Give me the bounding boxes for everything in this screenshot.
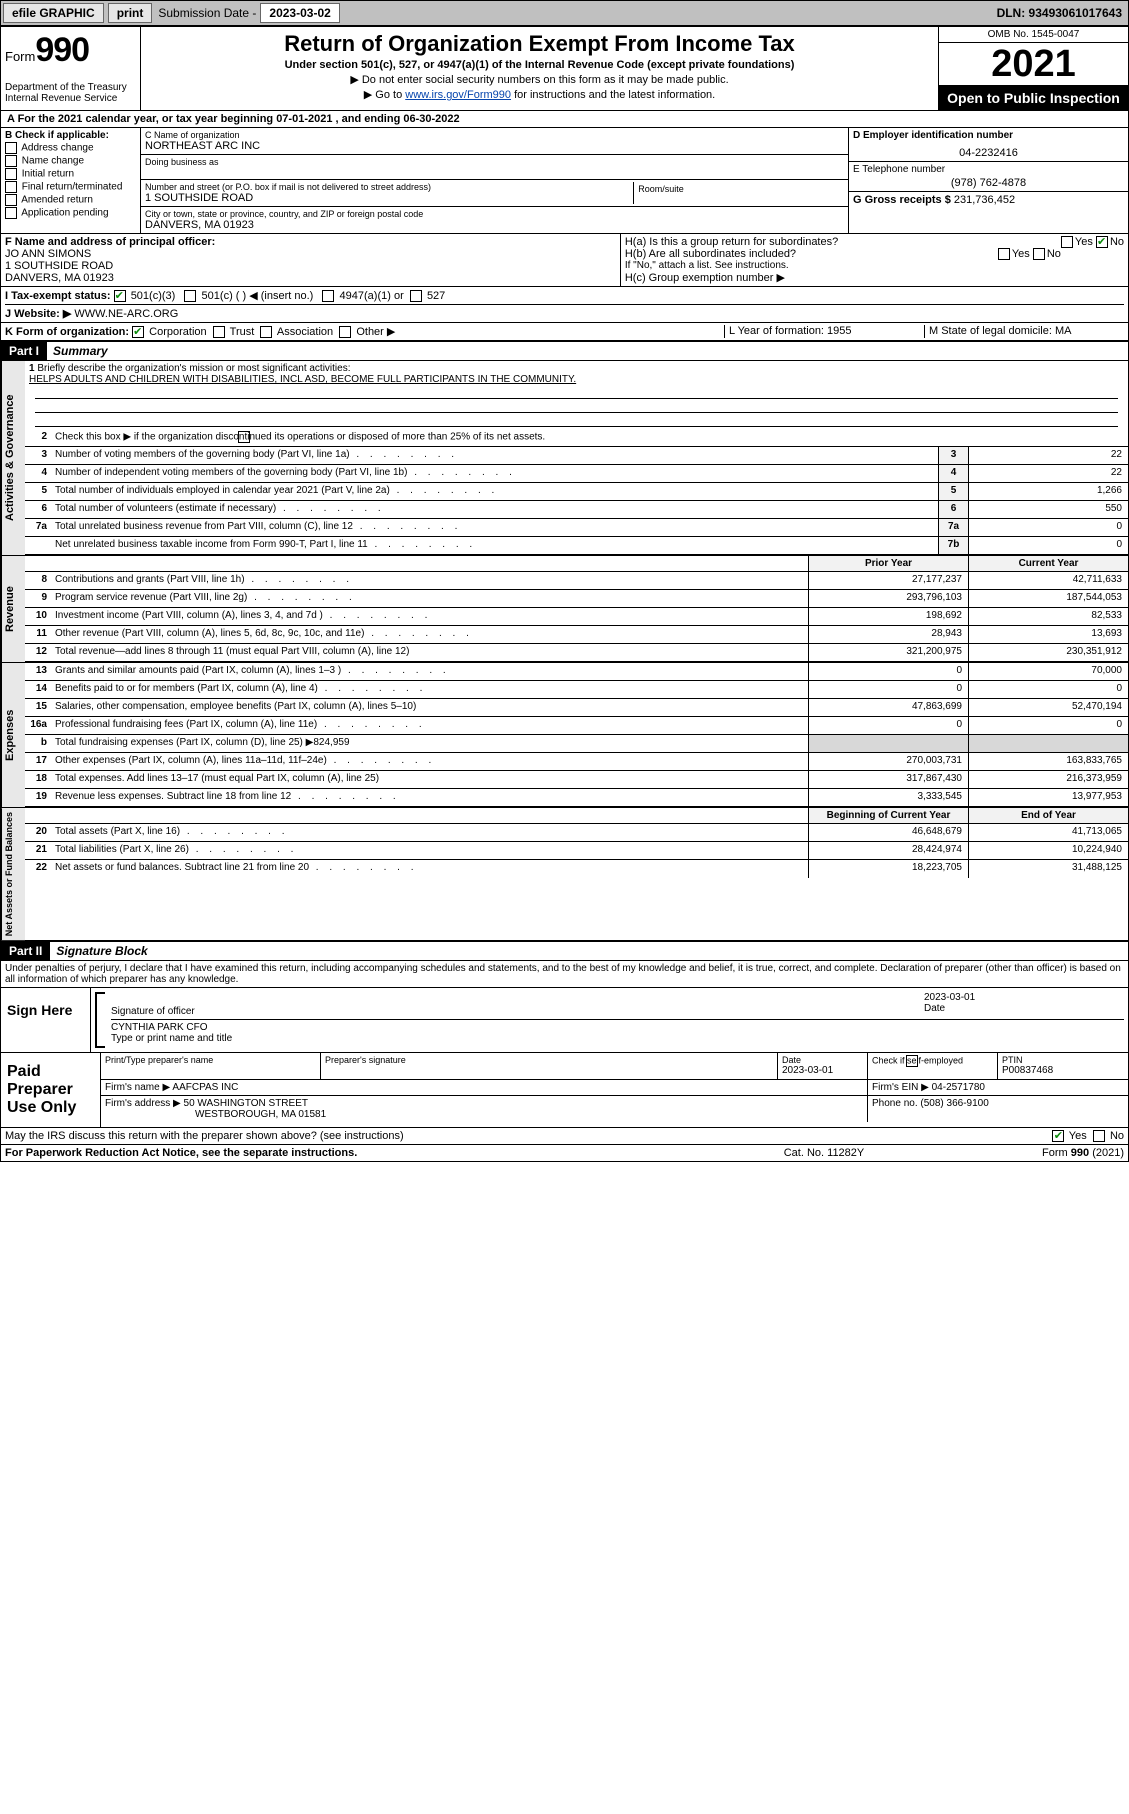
l6-value: 550 [968, 501, 1128, 518]
submission-date-value: 2023-03-02 [260, 3, 339, 23]
form-title: Return of Organization Exempt From Incom… [147, 31, 932, 57]
bracket-icon [95, 992, 105, 1048]
firm-phone: (508) 366-9100 [920, 1098, 988, 1109]
501c3-checkbox[interactable] [114, 290, 126, 302]
form-word: Form [5, 49, 35, 64]
l7a-value: 0 [968, 519, 1128, 536]
ein-value: 04-2232416 [853, 147, 1124, 159]
final-return-checkbox[interactable] [5, 181, 17, 193]
section-revenue: Revenue Prior YearCurrent Year 8Contribu… [0, 555, 1129, 662]
form-header: Form990 Department of the Treasury Inter… [0, 26, 1129, 111]
ha-no-checkbox[interactable] [1096, 236, 1108, 248]
hb-yes-checkbox[interactable] [998, 248, 1010, 260]
efile-button[interactable]: efile GRAPHIC [3, 3, 104, 23]
org-name: NORTHEAST ARC INC [145, 140, 844, 152]
firm-name: AAFCPAS INC [172, 1082, 238, 1093]
tab-net-assets: Net Assets or Fund Balances [1, 808, 25, 940]
part1-header: Part I Summary [0, 341, 1129, 361]
hb-no-checkbox[interactable] [1033, 248, 1045, 260]
instruction-1: ▶ Do not enter social security numbers o… [147, 73, 932, 86]
name-change-checkbox[interactable] [5, 155, 17, 167]
state-domicile: M State of legal domicile: MA [924, 325, 1124, 338]
col-beginning: Beginning of Current Year [808, 808, 968, 823]
ptin-value: P00837468 [1002, 1065, 1124, 1076]
section-net-assets: Net Assets or Fund Balances Beginning of… [0, 807, 1129, 941]
col-prior-year: Prior Year [808, 556, 968, 571]
line-1: 1 Briefly describe the organization's mi… [25, 361, 1128, 429]
print-button[interactable]: print [108, 3, 153, 23]
may-discuss-row: May the IRS discuss this return with the… [0, 1128, 1129, 1145]
l4-value: 22 [968, 465, 1128, 482]
col-c-org-info: C Name of organizationNORTHEAST ARC INC … [141, 128, 848, 233]
sign-here-block: Sign Here Signature of officer 2023-03-0… [0, 988, 1129, 1053]
tab-expenses: Expenses [1, 663, 25, 807]
block-bcd: B Check if applicable: Address change Na… [0, 128, 1129, 234]
top-toolbar: efile GRAPHIC print Submission Date - 20… [0, 0, 1129, 26]
submission-date-label: Submission Date - [158, 6, 256, 20]
officer-name: JO ANN SIMONS [5, 248, 616, 260]
dept-label: Department of the Treasury Internal Reve… [5, 82, 136, 104]
l7b-value: 0 [968, 537, 1128, 554]
address-change-checkbox[interactable] [5, 142, 17, 154]
penalties-statement: Under penalties of perjury, I declare th… [0, 961, 1129, 988]
part2-header: Part II Signature Block [0, 941, 1129, 961]
ha-yes-checkbox[interactable] [1061, 236, 1073, 248]
col-end: End of Year [968, 808, 1128, 823]
corp-checkbox[interactable] [132, 326, 144, 338]
form-subtitle: Under section 501(c), 527, or 4947(a)(1)… [147, 59, 932, 71]
line2-checkbox[interactable] [238, 431, 250, 443]
tax-year: 2021 [939, 43, 1128, 86]
amended-return-checkbox[interactable] [5, 194, 17, 206]
website-value: WWW.NE-ARC.ORG [74, 308, 178, 320]
instruction-2: ▶ Go to www.irs.gov/Form990 for instruct… [147, 88, 932, 101]
section-activities: Activities & Governance 1 Briefly descri… [0, 361, 1129, 555]
form-number: 990 [35, 31, 89, 69]
tab-activities: Activities & Governance [1, 361, 25, 555]
col-d-numbers: D Employer identification number04-22324… [848, 128, 1128, 233]
may-yes-checkbox[interactable] [1052, 1130, 1064, 1142]
firm-ein: 04-2571780 [932, 1082, 985, 1093]
4947-checkbox[interactable] [322, 290, 334, 302]
assoc-checkbox[interactable] [260, 326, 272, 338]
initial-return-checkbox[interactable] [5, 168, 17, 180]
application-pending-checkbox[interactable] [5, 207, 17, 219]
org-city: DANVERS, MA 01923 [145, 219, 844, 231]
telephone-value: (978) 762-4878 [853, 177, 1124, 189]
l3-value: 22 [968, 447, 1128, 464]
officer-sign-name: CYNTHIA PARK CFO [111, 1022, 1124, 1033]
col-b-checkboxes: B Check if applicable: Address change Na… [1, 128, 141, 233]
block-ij: I Tax-exempt status: 501(c)(3) 501(c) ( … [0, 287, 1129, 323]
org-street: 1 SOUTHSIDE ROAD [145, 192, 633, 204]
block-fh: F Name and address of principal officer:… [0, 234, 1129, 287]
inspection-badge: Open to Public Inspection [939, 86, 1128, 110]
irs-link[interactable]: www.irs.gov/Form990 [405, 89, 511, 101]
trust-checkbox[interactable] [213, 326, 225, 338]
year-formation: L Year of formation: 1955 [724, 325, 924, 338]
row-a-tax-year: A For the 2021 calendar year, or tax yea… [0, 111, 1129, 128]
col-current-year: Current Year [968, 556, 1128, 571]
may-no-checkbox[interactable] [1093, 1130, 1105, 1142]
other-checkbox[interactable] [339, 326, 351, 338]
section-expenses: Expenses 13Grants and similar amounts pa… [0, 662, 1129, 807]
l5-value: 1,266 [968, 483, 1128, 500]
527-checkbox[interactable] [410, 290, 422, 302]
dln-value: DLN: 93493061017643 [991, 4, 1128, 22]
footer: For Paperwork Reduction Act Notice, see … [0, 1145, 1129, 1162]
paid-preparer-block: Paid Preparer Use Only Print/Type prepar… [0, 1053, 1129, 1128]
tab-revenue: Revenue [1, 556, 25, 662]
gross-receipts-value: 231,736,452 [954, 194, 1015, 206]
self-employed-checkbox[interactable] [906, 1055, 918, 1067]
501c-checkbox[interactable] [184, 290, 196, 302]
mission-text: HELPS ADULTS AND CHILDREN WITH DISABILIT… [29, 374, 576, 385]
row-klm: K Form of organization: Corporation Trus… [0, 323, 1129, 341]
omb-number: OMB No. 1545-0047 [939, 27, 1128, 43]
